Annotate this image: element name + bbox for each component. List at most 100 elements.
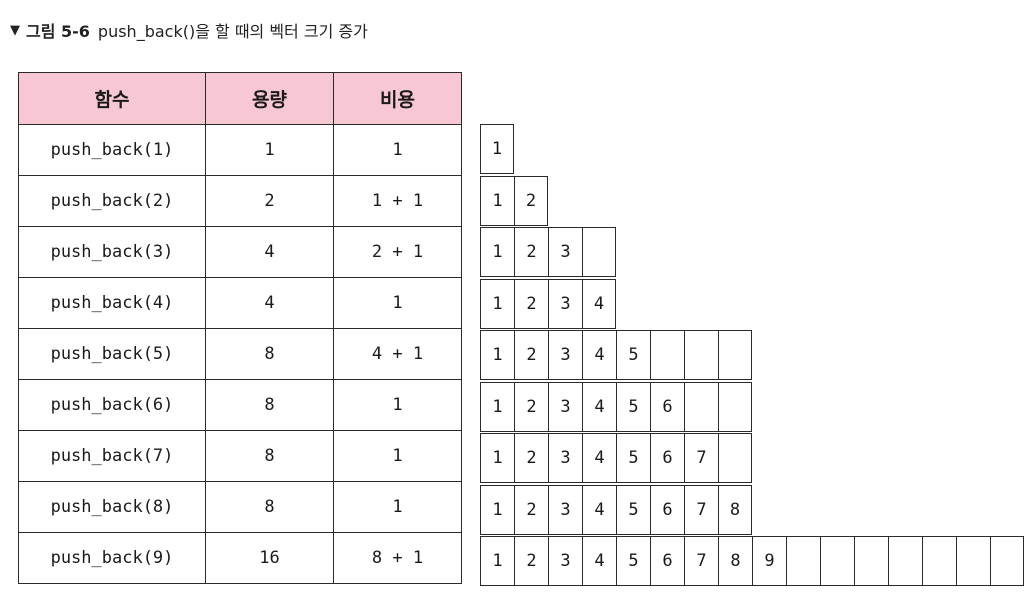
vector-element: 2 — [514, 175, 548, 226]
cell-capacity: 1 — [205, 124, 334, 176]
cell-function: push_back(9) — [18, 532, 206, 584]
cell-cost: 1 — [333, 124, 462, 176]
table-row: push_back(4) 4 1 — [18, 277, 462, 329]
table-header-row: 함수 용량 비용 — [18, 72, 462, 125]
vector-element: 4 — [582, 433, 616, 483]
vector-element: 3 — [548, 330, 582, 380]
vector-element: 6 — [650, 433, 684, 483]
figure-caption: ▼ 그림 5-6 push_back()을 할 때의 벡터 크기 증가 — [10, 18, 368, 42]
vector-element: 4 — [582, 278, 616, 329]
cell-cost: 4 + 1 — [333, 328, 462, 380]
vector-element: 2 — [514, 278, 548, 329]
vector-empty-slot — [854, 536, 888, 586]
cell-capacity: 8 — [205, 379, 334, 431]
cell-capacity: 8 — [205, 481, 334, 533]
vector-empty-slot — [684, 381, 718, 432]
vector-element: 6 — [650, 484, 684, 535]
vector-element: 6 — [650, 536, 684, 586]
cell-cost: 8 + 1 — [333, 532, 462, 584]
vector-element: 8 — [718, 484, 752, 535]
vector-element: 5 — [616, 536, 650, 586]
vector-element: 4 — [582, 330, 616, 380]
vector-empty-slot — [820, 536, 854, 586]
vector-element: 1 — [480, 124, 514, 174]
vector-empty-slot — [718, 433, 752, 483]
vector-element: 5 — [616, 484, 650, 535]
vector-element: 8 — [718, 536, 752, 586]
vector-empty-slot — [718, 381, 752, 432]
table-row: push_back(6) 8 1 — [18, 379, 462, 431]
vector-element: 2 — [514, 433, 548, 483]
cell-function: push_back(6) — [18, 379, 206, 431]
vector-element: 4 — [582, 484, 616, 535]
cell-capacity: 4 — [205, 277, 334, 329]
table-row: push_back(5) 8 4 + 1 — [18, 328, 462, 380]
vector-empty-slot — [922, 536, 956, 586]
table-row: push_back(2) 2 1 + 1 — [18, 175, 462, 227]
vector-element: 3 — [548, 227, 582, 277]
vector-element: 1 — [480, 330, 514, 380]
vector-element: 2 — [514, 227, 548, 277]
vector-element: 1 — [480, 381, 514, 432]
vector-element: 5 — [616, 381, 650, 432]
vector-element: 9 — [752, 536, 786, 586]
cell-cost: 2 + 1 — [333, 226, 462, 278]
push-back-table: 함수 용량 비용 push_back(1) 1 1 push_back(2) 2… — [18, 72, 462, 584]
figure-title: push_back()을 할 때의 벡터 크기 증가 — [97, 22, 368, 41]
cell-cost: 1 — [333, 481, 462, 533]
vector-element: 2 — [514, 381, 548, 432]
cell-function: push_back(7) — [18, 430, 206, 482]
figure-number: 그림 5-6 — [26, 22, 90, 41]
header-cost: 비용 — [333, 72, 462, 125]
vector-empty-slot — [684, 330, 718, 380]
vector-element: 5 — [616, 433, 650, 483]
table-row: push_back(7) 8 1 — [18, 430, 462, 482]
vector-element: 5 — [616, 330, 650, 380]
vector-element: 6 — [650, 381, 684, 432]
vector-empty-slot — [990, 536, 1024, 586]
vector-element: 3 — [548, 278, 582, 329]
cell-cost: 1 + 1 — [333, 175, 462, 227]
vector-empty-slot — [888, 536, 922, 586]
cell-cost: 1 — [333, 277, 462, 329]
vector-empty-slot — [582, 227, 616, 277]
cell-function: push_back(4) — [18, 277, 206, 329]
vector-element: 2 — [514, 484, 548, 535]
vector-element: 7 — [684, 433, 718, 483]
vector-element: 1 — [480, 536, 514, 586]
header-capacity: 용량 — [205, 72, 334, 125]
table-row: push_back(9) 16 8 + 1 — [18, 532, 462, 584]
vector-element: 4 — [582, 536, 616, 586]
cell-function: push_back(5) — [18, 328, 206, 380]
table-row: push_back(8) 8 1 — [18, 481, 462, 533]
vector-empty-slot — [718, 330, 752, 380]
vector-element: 4 — [582, 381, 616, 432]
vector-element: 1 — [480, 433, 514, 483]
cell-cost: 1 — [333, 379, 462, 431]
cell-capacity: 8 — [205, 328, 334, 380]
vector-element: 3 — [548, 484, 582, 535]
cell-function: push_back(3) — [18, 226, 206, 278]
table-row: push_back(3) 4 2 + 1 — [18, 226, 462, 278]
cell-function: push_back(2) — [18, 175, 206, 227]
vector-element: 2 — [514, 536, 548, 586]
vector-element: 1 — [480, 278, 514, 329]
vector-element: 3 — [548, 433, 582, 483]
vector-element: 1 — [480, 484, 514, 535]
vector-empty-slot — [650, 330, 684, 380]
vector-row: 1 — [480, 124, 514, 174]
caption-marker: ▼ — [10, 22, 20, 38]
vector-empty-slot — [786, 536, 820, 586]
cell-capacity: 2 — [205, 175, 334, 227]
vector-element: 3 — [548, 381, 582, 432]
cell-function: push_back(8) — [18, 481, 206, 533]
cell-capacity: 8 — [205, 430, 334, 482]
